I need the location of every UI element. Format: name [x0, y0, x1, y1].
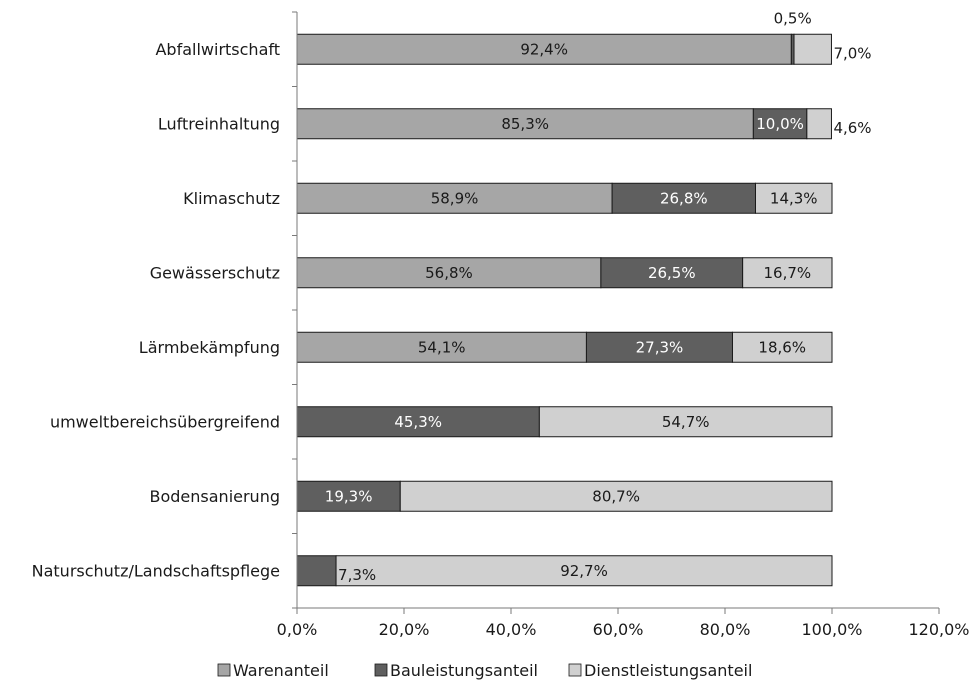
- labels-layer: 92,4% 0,5% 7,0% Abfallwirtschaft 85,3% 10,0% 4…: [32, 9, 872, 584]
- bar-segment: [296, 555, 337, 587]
- legend-swatch: [217, 663, 231, 677]
- value-label: 10,0%: [756, 115, 804, 133]
- bar-segment: [754, 182, 833, 214]
- bar-segment: [399, 480, 833, 512]
- x-tick-label: 0,0%: [277, 620, 318, 639]
- bar-segment: [742, 257, 833, 289]
- value-label: 18,6%: [758, 338, 806, 356]
- x-tick-label: 80,0%: [700, 620, 751, 639]
- x-tick-label: 60,0%: [593, 620, 644, 639]
- bar-segment: [731, 331, 833, 363]
- bar-segment: [296, 480, 401, 512]
- value-label: 19,3%: [325, 487, 373, 505]
- bar-segment: [611, 182, 756, 214]
- value-label: 0,5%: [774, 9, 812, 27]
- category-label: Abfallwirtschaft: [155, 40, 280, 59]
- legend-swatch: [374, 663, 388, 677]
- bar-segment: [296, 108, 754, 140]
- value-label: 14,3%: [770, 189, 818, 207]
- category-label: umweltbereichsübergreifend: [50, 412, 280, 431]
- legend-label: Dienstleistungsanteil: [584, 661, 752, 680]
- category-label: Gewässerschutz: [150, 263, 280, 282]
- value-label: 45,3%: [394, 413, 442, 431]
- x-tick-label: 40,0%: [486, 620, 537, 639]
- legend-item: Warenanteil: [217, 661, 329, 680]
- value-label: 92,7%: [560, 562, 608, 580]
- value-label: 4,6%: [833, 119, 871, 137]
- bar-segment: [296, 257, 602, 289]
- legend-item: Dienstleistungsanteil: [568, 661, 752, 680]
- value-label: 54,1%: [418, 338, 466, 356]
- x-tick-label: 100,0%: [801, 620, 862, 639]
- axes-layer: 0,0% 20,0% 40,0% 60,0% 80,0% 100,0% 120,0%: [277, 11, 970, 639]
- legend-swatch: [568, 663, 582, 677]
- category-label: Luftreinhaltung: [158, 114, 280, 133]
- value-label: 58,9%: [431, 189, 479, 207]
- value-label: 16,7%: [763, 264, 811, 282]
- legend-label: Warenanteil: [233, 661, 329, 680]
- bar-segment: [538, 406, 833, 438]
- legend-item: Bauleistungsanteil: [374, 661, 538, 680]
- value-label: 54,7%: [662, 413, 710, 431]
- value-label: 27,3%: [636, 338, 684, 356]
- category-label: Lärmbekämpfung: [139, 338, 280, 357]
- bar-segment: [793, 33, 832, 65]
- value-label: 26,5%: [648, 264, 696, 282]
- bar-segment: [296, 33, 792, 65]
- bar-segment: [600, 257, 744, 289]
- value-label: 80,7%: [592, 487, 640, 505]
- category-label: Naturschutz/Landschaftspflege: [32, 561, 280, 580]
- bar-segment: [296, 331, 587, 363]
- category-label: Klimaschutz: [183, 189, 280, 208]
- value-label: 56,8%: [425, 264, 473, 282]
- bars-layer: [296, 33, 833, 587]
- x-tick-label: 20,0%: [379, 620, 430, 639]
- legend: Warenanteil Bauleistungsanteil Dienstleist…: [217, 661, 752, 680]
- value-label: 26,8%: [660, 189, 708, 207]
- value-label: 92,4%: [520, 40, 568, 58]
- bar-segment: [806, 108, 832, 140]
- value-label: 85,3%: [501, 115, 549, 133]
- bar-segment: [296, 406, 540, 438]
- value-label: 7,3%: [338, 566, 376, 584]
- legend-label: Bauleistungsanteil: [390, 661, 538, 680]
- category-label: Bodensanierung: [150, 487, 281, 506]
- x-tick-label: 120,0%: [908, 620, 969, 639]
- bar-segment: [335, 555, 833, 587]
- value-label: 7,0%: [833, 44, 871, 62]
- bar-segment: [585, 331, 733, 363]
